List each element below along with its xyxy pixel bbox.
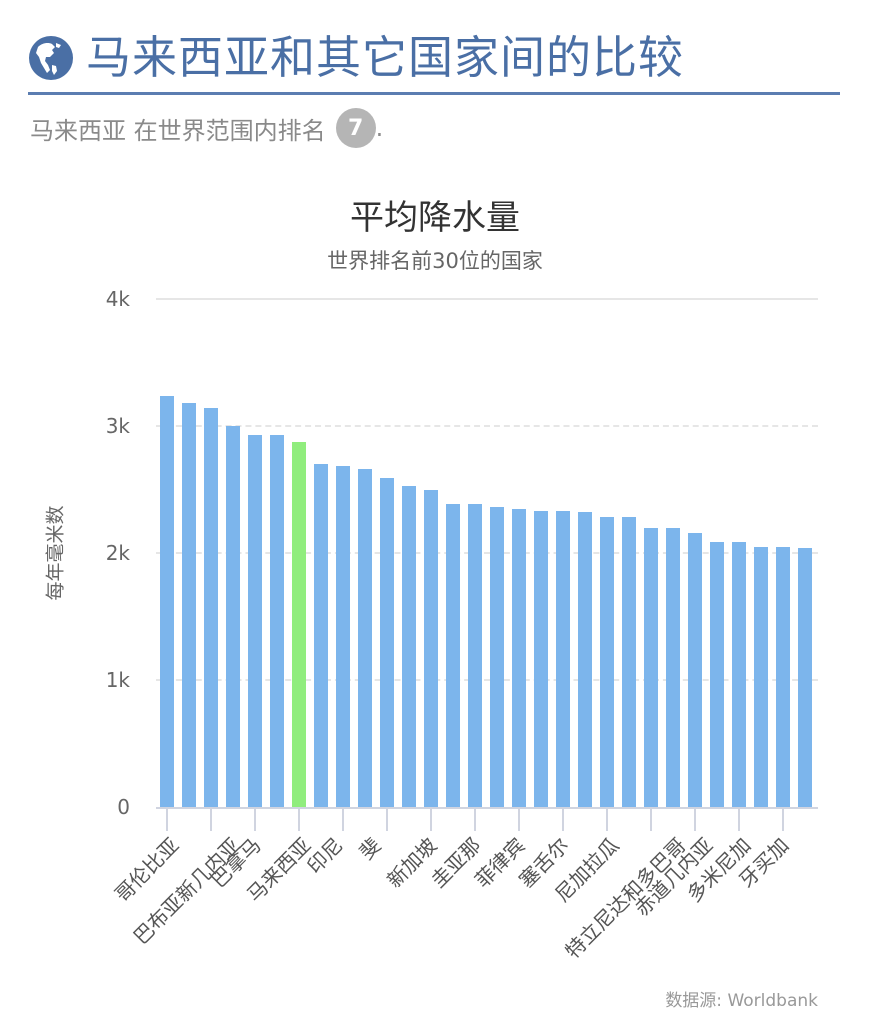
bar[interactable] bbox=[534, 511, 548, 807]
bar[interactable] bbox=[600, 517, 614, 807]
bar[interactable] bbox=[644, 527, 658, 807]
gridline bbox=[156, 679, 818, 681]
bar[interactable] bbox=[468, 503, 482, 807]
x-tick bbox=[782, 809, 784, 831]
globe-icon bbox=[29, 36, 73, 80]
x-tick bbox=[342, 809, 344, 831]
rank-line: 马来西亚 在世界范围内排名 7 . bbox=[30, 108, 383, 148]
bar[interactable] bbox=[710, 541, 724, 807]
x-tick bbox=[518, 809, 520, 831]
bar[interactable] bbox=[556, 511, 570, 807]
x-tick bbox=[606, 809, 608, 831]
bar[interactable] bbox=[424, 489, 438, 807]
bar[interactable] bbox=[204, 407, 218, 807]
x-tick bbox=[386, 809, 388, 831]
bar[interactable] bbox=[754, 546, 768, 807]
bar[interactable] bbox=[666, 527, 680, 807]
x-tick bbox=[430, 809, 432, 831]
y-tick-label: 2k bbox=[105, 541, 130, 565]
header: 马来西亚和其它国家间的比较 马来西亚 在世界范围内排名 7 . bbox=[28, 28, 840, 148]
bar[interactable] bbox=[622, 517, 636, 807]
bar[interactable] bbox=[776, 546, 790, 807]
x-tick bbox=[254, 809, 256, 831]
x-tick bbox=[166, 809, 168, 831]
bar[interactable] bbox=[446, 503, 460, 807]
bar[interactable] bbox=[248, 435, 262, 807]
x-tick bbox=[474, 809, 476, 831]
bar[interactable] bbox=[226, 426, 240, 807]
x-axis-line bbox=[156, 807, 818, 809]
bar[interactable] bbox=[314, 463, 328, 807]
gridline bbox=[156, 298, 818, 300]
chart-subtitle: 世界排名前30位的国家 bbox=[327, 249, 543, 273]
page-title: 马来西亚和其它国家间的比较 bbox=[86, 31, 685, 84]
rank-suffix: . bbox=[375, 114, 384, 142]
rank-badge: 7 bbox=[335, 108, 376, 148]
x-tick bbox=[298, 809, 300, 831]
bar[interactable] bbox=[490, 507, 504, 807]
x-tick-label: 印尼 bbox=[302, 833, 348, 879]
bar[interactable] bbox=[358, 469, 372, 807]
bar[interactable] bbox=[182, 403, 196, 807]
y-tick-label: 0 bbox=[117, 795, 130, 819]
chart-title: 平均降水量 bbox=[350, 198, 520, 238]
bar-highlight[interactable] bbox=[292, 441, 306, 807]
x-tick-label: 斐 bbox=[354, 833, 386, 865]
bar[interactable] bbox=[578, 512, 592, 807]
x-tick bbox=[738, 809, 740, 831]
x-tick bbox=[650, 809, 652, 831]
data-source: 数据源: Worldbank bbox=[665, 991, 818, 1011]
y-tick-label: 3k bbox=[105, 414, 130, 438]
bar[interactable] bbox=[732, 541, 746, 807]
rank-text: 马来西亚 在世界范围内排名 bbox=[30, 116, 326, 145]
x-tick bbox=[210, 809, 212, 831]
title-row: 马来西亚和其它国家间的比较 bbox=[28, 28, 840, 88]
bar[interactable] bbox=[380, 477, 394, 807]
bar[interactable] bbox=[688, 533, 702, 807]
y-tick-label: 4k bbox=[105, 287, 130, 311]
bar[interactable] bbox=[336, 466, 350, 807]
bar[interactable] bbox=[270, 435, 284, 807]
y-tick-label: 1k bbox=[105, 668, 130, 692]
x-tick bbox=[562, 809, 564, 831]
bar[interactable] bbox=[512, 508, 526, 807]
gridline bbox=[156, 425, 818, 427]
x-tick bbox=[694, 809, 696, 831]
title-divider bbox=[28, 92, 840, 95]
bar[interactable] bbox=[798, 547, 812, 807]
bar[interactable] bbox=[402, 486, 416, 807]
gridline bbox=[156, 552, 818, 554]
bar[interactable] bbox=[160, 395, 174, 807]
